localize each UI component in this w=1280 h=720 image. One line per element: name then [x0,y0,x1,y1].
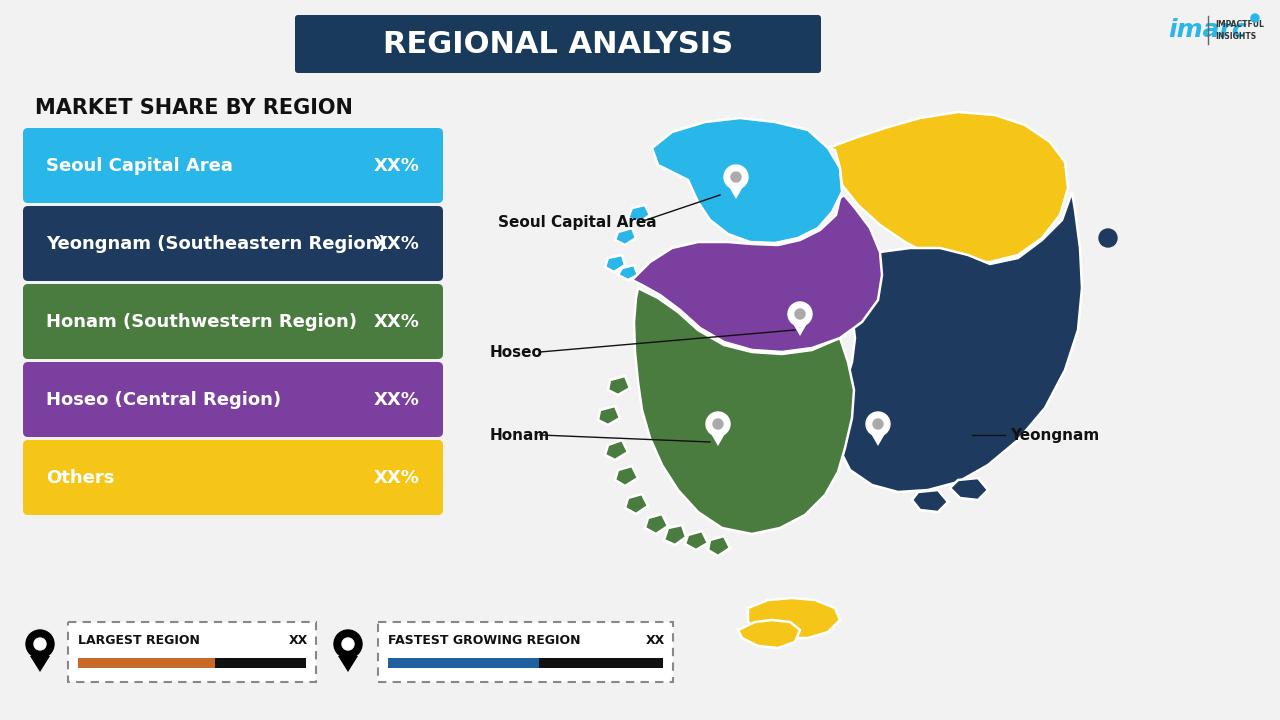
Text: INSIGHTS: INSIGHTS [1215,32,1256,40]
Text: XX%: XX% [374,156,420,174]
Polygon shape [614,228,636,245]
Circle shape [731,172,741,182]
Text: MARKET SHARE BY REGION: MARKET SHARE BY REGION [35,98,353,118]
Text: Hoseo (Central Region): Hoseo (Central Region) [46,390,282,408]
Polygon shape [792,322,808,336]
Polygon shape [338,656,358,672]
Polygon shape [828,112,1068,262]
FancyBboxPatch shape [68,622,316,682]
Text: Yeongnam (Southeastern Region): Yeongnam (Southeastern Region) [46,235,387,253]
FancyBboxPatch shape [23,362,443,437]
Polygon shape [685,531,708,550]
FancyBboxPatch shape [23,284,443,359]
Text: LARGEST REGION: LARGEST REGION [78,634,200,647]
Polygon shape [608,376,630,395]
Text: XX: XX [289,634,308,647]
Polygon shape [950,478,988,500]
Polygon shape [605,440,628,460]
Circle shape [342,638,355,650]
Polygon shape [614,466,637,486]
Text: IMPACTFUL: IMPACTFUL [1215,19,1263,29]
Circle shape [724,165,748,189]
Text: Seoul Capital Area: Seoul Capital Area [46,156,233,174]
Circle shape [788,302,812,326]
Text: Others: Others [46,469,114,487]
Polygon shape [605,255,625,272]
Polygon shape [625,494,648,514]
FancyBboxPatch shape [378,622,673,682]
Circle shape [873,419,883,429]
Text: XX%: XX% [374,235,420,253]
Polygon shape [708,536,730,556]
Text: Honam: Honam [490,428,550,443]
FancyBboxPatch shape [23,206,443,281]
Polygon shape [645,514,668,534]
Text: Hoseo: Hoseo [490,344,543,359]
Polygon shape [748,598,840,638]
FancyBboxPatch shape [23,128,443,203]
Circle shape [867,412,890,436]
Text: Seoul Capital Area: Seoul Capital Area [498,215,657,230]
Circle shape [35,638,46,650]
Text: XX: XX [645,634,666,647]
Circle shape [1100,229,1117,247]
Polygon shape [728,185,744,199]
Polygon shape [632,195,882,352]
Circle shape [713,419,723,429]
Circle shape [334,630,362,658]
FancyBboxPatch shape [23,440,443,515]
Text: FASTEST GROWING REGION: FASTEST GROWING REGION [388,634,581,647]
Circle shape [26,630,54,658]
Polygon shape [739,620,800,648]
Polygon shape [710,432,726,446]
Text: imarc: imarc [1169,18,1247,42]
Polygon shape [870,432,886,446]
Text: REGIONAL ANALYSIS: REGIONAL ANALYSIS [383,30,733,58]
Bar [388,658,539,668]
Polygon shape [652,118,842,243]
Bar [388,658,663,668]
Polygon shape [628,205,650,222]
Text: Yeongnam: Yeongnam [1010,428,1100,443]
Bar [78,658,306,668]
Text: Honam (Southwestern Region): Honam (Southwestern Region) [46,312,357,330]
Polygon shape [664,525,686,545]
Circle shape [1251,14,1260,22]
Circle shape [795,309,805,319]
Circle shape [707,412,730,436]
Bar [78,658,215,668]
Polygon shape [598,406,620,425]
Polygon shape [835,192,1082,492]
FancyBboxPatch shape [294,15,820,73]
Text: XX%: XX% [374,390,420,408]
Polygon shape [618,265,637,280]
Polygon shape [634,288,854,534]
Polygon shape [911,490,948,512]
Text: XX%: XX% [374,312,420,330]
Text: XX%: XX% [374,469,420,487]
Polygon shape [29,656,50,672]
